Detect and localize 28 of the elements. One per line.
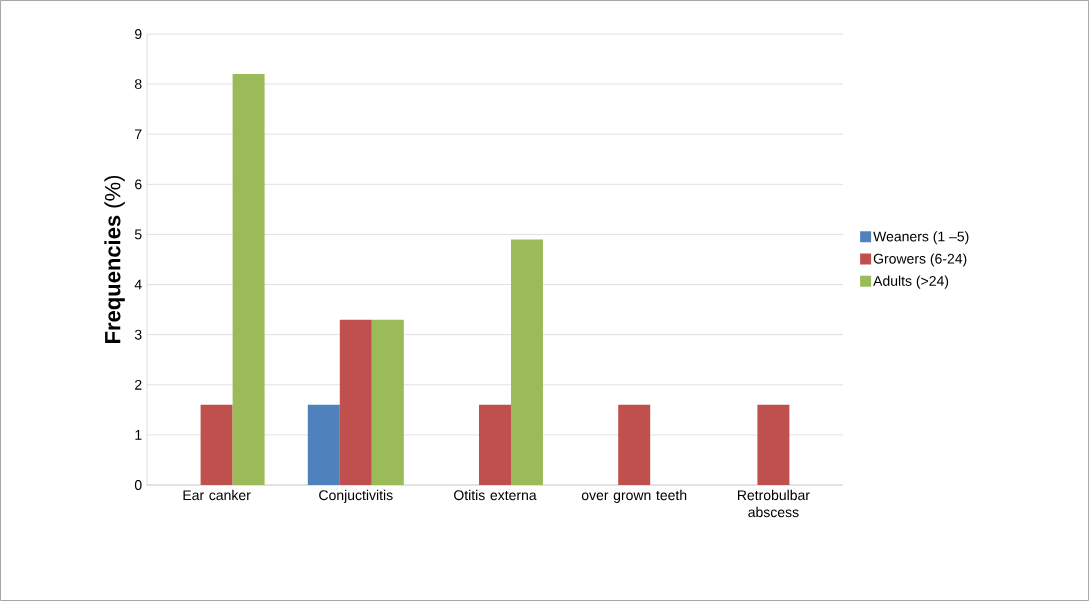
y-tick-label: 4 [134, 279, 142, 290]
y-tick-label: 8 [134, 79, 142, 90]
y-tick-label: 7 [135, 129, 142, 140]
bar [232, 74, 265, 485]
y-tick-label: 3 [134, 329, 142, 340]
legend-label: Weaners (1 –5) [873, 231, 969, 245]
bar [371, 319, 404, 485]
bar [339, 319, 372, 485]
bar [479, 404, 511, 485]
bar [511, 239, 543, 485]
x-tick-label: over grown teeth [581, 489, 687, 503]
x-tick-label: Conjuctivitis [319, 489, 393, 503]
x-tick-label: Ear canker [183, 489, 251, 501]
y-tick-label: 5 [134, 229, 142, 240]
legend-label: Adults (>24) [873, 275, 949, 289]
y-tick-label: 6 [135, 179, 142, 190]
legend-label: Growers (6-24) [873, 253, 967, 267]
y-axis-title: Frequencies (%) [104, 175, 125, 343]
bar [200, 404, 233, 485]
bar [618, 404, 651, 485]
bar [757, 404, 790, 485]
y-tick-label: 2 [135, 379, 142, 390]
y-tick-label: 9 [135, 29, 142, 39]
bar [307, 404, 340, 485]
x-tick-label: Retrobulbar abscess [737, 489, 810, 518]
x-tick-label: Otitis externa [454, 489, 537, 501]
y-tick-label: 0 [134, 480, 142, 490]
y-tick-label: 1 [135, 430, 142, 440]
